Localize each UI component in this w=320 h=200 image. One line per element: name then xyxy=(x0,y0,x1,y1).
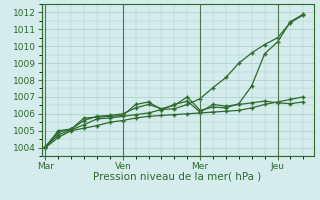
X-axis label: Pression niveau de la mer( hPa ): Pression niveau de la mer( hPa ) xyxy=(93,172,262,182)
